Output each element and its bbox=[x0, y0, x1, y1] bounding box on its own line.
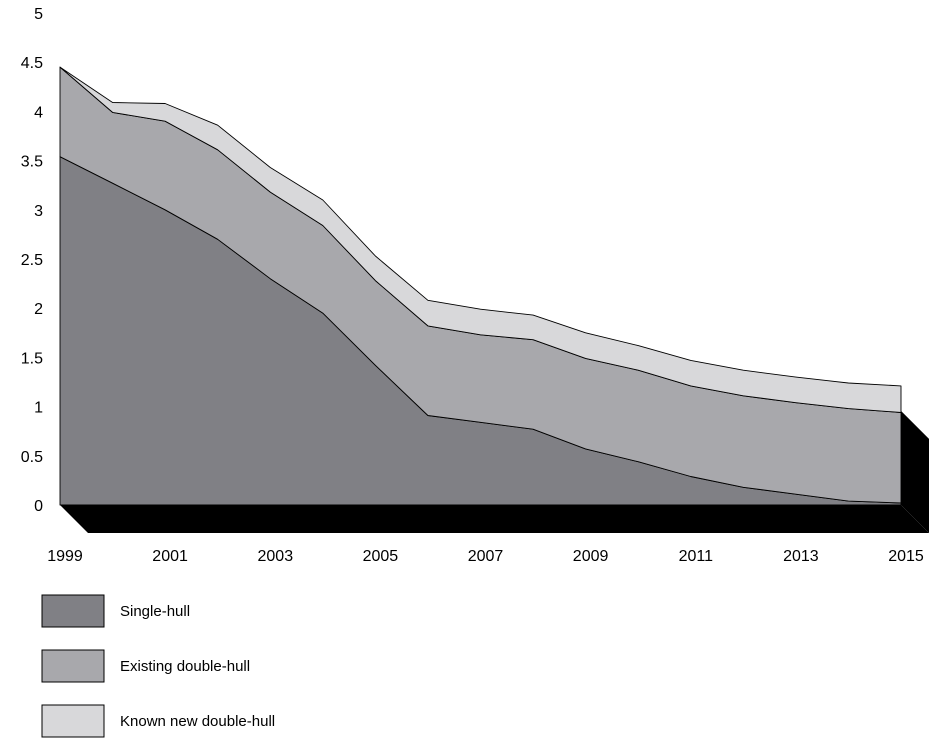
area-series-group bbox=[59, 66, 902, 506]
legend-label: Known new double-hull bbox=[120, 713, 275, 730]
area-series-known-new-double-hull bbox=[59, 66, 902, 413]
legend-label: Existing double-hull bbox=[120, 658, 250, 675]
y-tick-label: 4.5 bbox=[21, 55, 43, 72]
legend-swatch bbox=[41, 649, 105, 683]
y-tick-label: 0.5 bbox=[21, 449, 43, 466]
y-tick-label: 4 bbox=[34, 104, 43, 121]
y-tick-label: 1 bbox=[34, 400, 43, 417]
x-tick-label: 2015 bbox=[888, 548, 924, 565]
y-tick-label: 3.5 bbox=[21, 154, 43, 171]
legend-label: Single-hull bbox=[120, 603, 190, 620]
x-tick-label: 2007 bbox=[468, 548, 504, 565]
y-tick-label: 3 bbox=[34, 203, 43, 220]
y-tick-label: 2 bbox=[34, 301, 43, 318]
chart-floor bbox=[60, 505, 929, 533]
y-axis-ticks: 0 0.5 1 1.5 2 2.5 3 3.5 4 4.5 5 bbox=[21, 6, 43, 515]
x-tick-label: 2011 bbox=[679, 548, 714, 565]
x-tick-label: 2003 bbox=[258, 548, 294, 565]
legend-swatch bbox=[41, 704, 105, 738]
x-tick-label: 2009 bbox=[573, 548, 609, 565]
x-tick-label: 2013 bbox=[783, 548, 819, 565]
x-tick-label: 2001 bbox=[152, 548, 188, 565]
x-tick-label: 1999 bbox=[47, 548, 83, 565]
y-tick-label: 0 bbox=[34, 498, 43, 515]
y-tick-label: 2.5 bbox=[21, 252, 43, 269]
chart-side-wall bbox=[901, 410, 929, 533]
y-tick-label: 1.5 bbox=[21, 350, 43, 367]
legend: Single-hull Existing double-hull Known new… bbox=[41, 594, 275, 738]
y-tick-label: 5 bbox=[34, 6, 43, 23]
legend-swatch bbox=[41, 594, 105, 628]
x-axis-ticks: 1999 2001 2003 2005 2007 2009 2011 2013 2015 bbox=[47, 548, 924, 565]
floor-shape bbox=[60, 505, 929, 533]
x-tick-label: 2005 bbox=[363, 548, 399, 565]
side-wall-shape bbox=[901, 410, 929, 533]
